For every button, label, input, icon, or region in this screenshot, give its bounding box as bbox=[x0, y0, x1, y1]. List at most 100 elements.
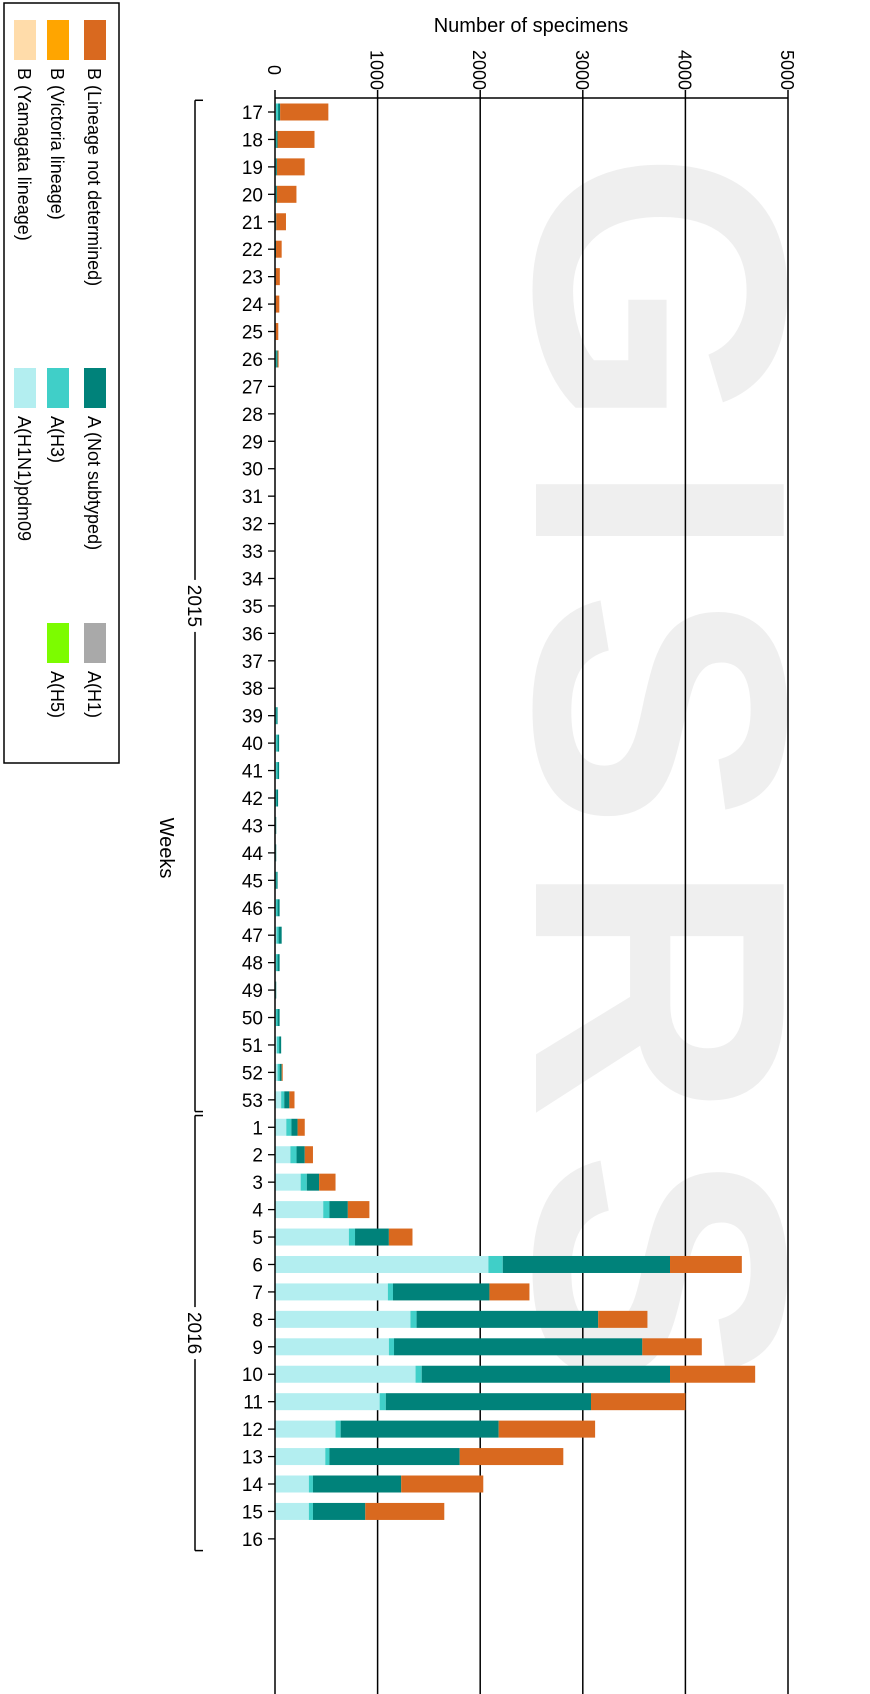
legend-label: B (Victoria lineage) bbox=[47, 68, 67, 220]
y-tick-label: 45 bbox=[242, 871, 263, 892]
bar-segment bbox=[312, 1502, 366, 1520]
y-tick-label: 3 bbox=[252, 1173, 263, 1194]
legend-label: B (Lineage not determined) bbox=[84, 68, 104, 286]
bar-segment bbox=[277, 954, 280, 972]
bar-segment bbox=[281, 1091, 285, 1109]
bar-segment bbox=[275, 213, 277, 231]
bar-segment bbox=[275, 1502, 309, 1520]
y-tick-label: 50 bbox=[242, 1009, 263, 1030]
bar-segment bbox=[325, 1448, 330, 1466]
bar-segment bbox=[277, 1063, 280, 1081]
bar-segment bbox=[276, 130, 278, 148]
bar-segment bbox=[276, 734, 278, 752]
year-label-bg bbox=[183, 1307, 207, 1360]
bar-segment bbox=[275, 1310, 411, 1328]
bar-segment bbox=[275, 789, 277, 807]
bar-segment bbox=[275, 1393, 380, 1411]
axes bbox=[274, 97, 788, 1694]
bar-segment bbox=[312, 1475, 402, 1493]
bar-segment bbox=[275, 816, 277, 834]
year-label: 2016 bbox=[183, 1312, 204, 1354]
y-tick-label: 2 bbox=[252, 1146, 263, 1167]
y-tick-label: 27 bbox=[242, 377, 263, 398]
bar-segment bbox=[387, 1283, 393, 1301]
year-label-bg bbox=[183, 579, 207, 632]
legend-label: A(H1) bbox=[84, 671, 104, 718]
bar-segment bbox=[275, 1063, 278, 1081]
y-tick-label: 35 bbox=[242, 597, 263, 618]
y-tick-label: 37 bbox=[242, 652, 263, 673]
bar-segment bbox=[319, 1173, 336, 1191]
bar-segment bbox=[392, 1283, 490, 1301]
y-tick-label: 15 bbox=[242, 1502, 263, 1523]
y-tick-label: 31 bbox=[242, 487, 263, 508]
legend-label: A(H1N1)pdm09 bbox=[14, 416, 34, 541]
bar-segment bbox=[275, 871, 277, 889]
bar-segment bbox=[488, 1255, 503, 1273]
x-tick-label: 2000 bbox=[469, 50, 489, 90]
bar-segment bbox=[275, 1365, 416, 1383]
bar-segment bbox=[306, 1173, 320, 1191]
bar-segment bbox=[335, 1420, 341, 1438]
y-tick-label: 1 bbox=[252, 1118, 263, 1139]
legend-label: B (Yamagata lineage) bbox=[14, 68, 34, 241]
legend-swatch bbox=[14, 20, 36, 60]
year-groups: 2015 2016 bbox=[183, 99, 207, 1552]
bar-segment bbox=[275, 1173, 301, 1191]
y-tick-label: 13 bbox=[242, 1448, 263, 1469]
bar-segment bbox=[276, 185, 277, 203]
bar-segment bbox=[277, 1009, 280, 1027]
bar-segment bbox=[275, 1036, 278, 1054]
legend-swatch bbox=[84, 623, 106, 663]
ticks: 0 1000 2000 3000 4000 50001718192021222324252… bbox=[242, 50, 797, 1551]
bar-segment bbox=[278, 926, 282, 944]
bar-segment bbox=[290, 1146, 297, 1164]
bar-segment bbox=[296, 1146, 305, 1164]
y-tick-label: 40 bbox=[242, 734, 263, 755]
y-tick-label: 36 bbox=[242, 624, 263, 645]
bar-segment bbox=[308, 1475, 313, 1493]
bar-segment bbox=[275, 981, 277, 999]
legend-label: A(H3) bbox=[47, 416, 67, 463]
bar-segment bbox=[280, 103, 329, 121]
y-tick-label: 38 bbox=[242, 679, 263, 700]
y-axis-label: Weeks bbox=[155, 818, 177, 879]
bar-segment bbox=[275, 1448, 326, 1466]
bar-segment bbox=[388, 1338, 395, 1356]
bar-segment bbox=[275, 844, 277, 862]
year-label: 2015 bbox=[183, 585, 204, 627]
bar-segment bbox=[276, 213, 286, 231]
bar-segment bbox=[276, 1009, 278, 1027]
bar-segment bbox=[275, 350, 277, 368]
y-tick-label: 47 bbox=[242, 926, 263, 947]
bar-segment bbox=[329, 1448, 460, 1466]
bar-segment bbox=[277, 762, 280, 780]
bar-segment bbox=[347, 1201, 370, 1219]
bar-segment bbox=[276, 762, 278, 780]
y-tick-label: 6 bbox=[252, 1255, 263, 1276]
bar-segment bbox=[275, 1118, 287, 1136]
y-tick-label: 10 bbox=[242, 1365, 263, 1386]
bar-segment bbox=[275, 295, 280, 313]
bar-segment bbox=[489, 1283, 530, 1301]
y-tick-label: 46 bbox=[242, 899, 263, 920]
bar-segment bbox=[276, 707, 278, 725]
bar-segment bbox=[642, 1338, 702, 1356]
bar-segment bbox=[329, 1201, 348, 1219]
y-tick-label: 14 bbox=[242, 1475, 264, 1496]
x-tick-label: 4000 bbox=[674, 50, 694, 90]
bar-segment bbox=[323, 1201, 330, 1219]
legend-swatch bbox=[84, 368, 106, 408]
legend-label: A(H5) bbox=[47, 671, 67, 718]
bar-segment bbox=[385, 1393, 592, 1411]
y-tick-label: 16 bbox=[242, 1530, 263, 1551]
y-tick-label: 42 bbox=[242, 789, 263, 810]
bar-segment bbox=[410, 1310, 417, 1328]
bar-segment bbox=[275, 1338, 389, 1356]
bar-segment bbox=[275, 1146, 291, 1164]
x-tick-label: 3000 bbox=[572, 50, 592, 90]
bar-segment bbox=[275, 240, 277, 258]
legend-label: A (Not subtyped) bbox=[84, 416, 104, 550]
bar-segment bbox=[459, 1448, 564, 1466]
